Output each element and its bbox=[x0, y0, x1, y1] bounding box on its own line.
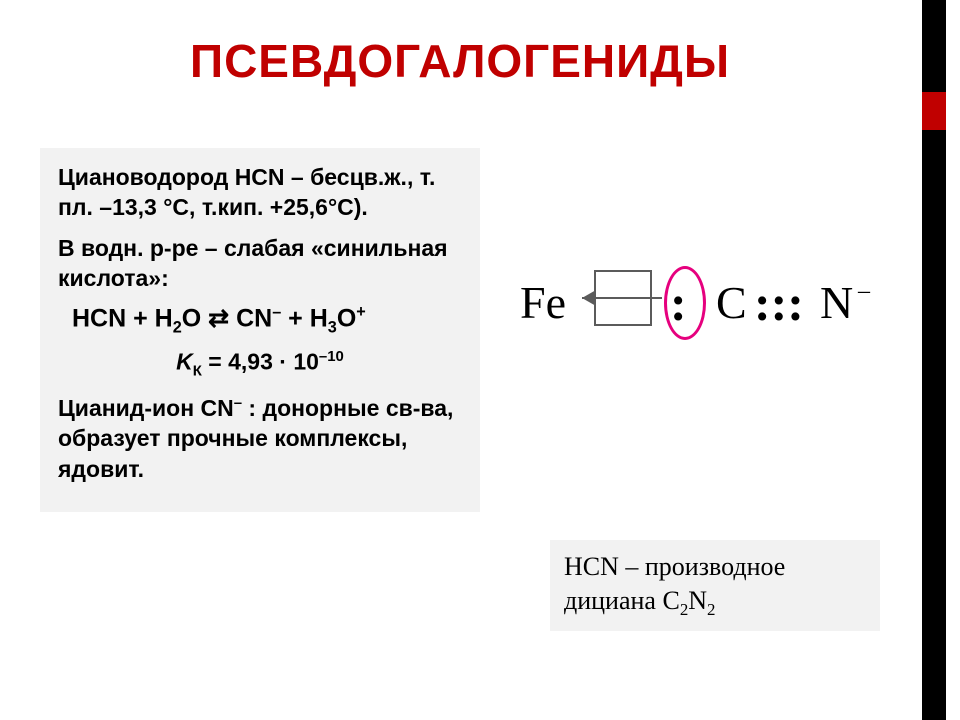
kk-val: = 4,93 · 10 bbox=[202, 348, 319, 374]
note-line2a: дициана C bbox=[564, 586, 680, 615]
sup: –10 bbox=[319, 348, 344, 365]
paragraph-3: Цианид-ион CN– : донорные св-ва, образуе… bbox=[58, 393, 462, 484]
kk-k: K bbox=[176, 348, 193, 374]
note-line2b: N bbox=[688, 586, 707, 615]
equation: HCN + H2O ⇄ CN– + H3O+ bbox=[72, 303, 462, 337]
page-title: ПСЕВДОГАЛОГЕНИДЫ bbox=[0, 34, 920, 88]
carbon-label: C bbox=[716, 276, 747, 329]
sub: 2 bbox=[707, 600, 715, 619]
eq-part: CN bbox=[229, 305, 272, 333]
note-panel: HCN – производное дициана C2N2 bbox=[550, 540, 880, 631]
text: Цианид-ион CN bbox=[58, 395, 234, 421]
sub: К bbox=[193, 362, 202, 379]
text: Циановодород HCN – бесцв.ж., т. пл. –13,… bbox=[58, 164, 435, 220]
eq-part: HCN + H bbox=[72, 305, 173, 333]
eq-part: O bbox=[182, 305, 208, 333]
accent-tick bbox=[922, 92, 946, 130]
paragraph-1: Циановодород HCN – бесцв.ж., т. пл. –13,… bbox=[58, 162, 462, 223]
triple-bond: ::: bbox=[754, 274, 804, 332]
sub: 3 bbox=[328, 319, 337, 337]
sub: 2 bbox=[173, 319, 182, 337]
charge-minus: – bbox=[858, 278, 870, 305]
sup: – bbox=[272, 303, 281, 321]
sup: + bbox=[356, 303, 366, 321]
lonepair: : bbox=[670, 274, 687, 332]
nitrogen-label: N bbox=[820, 276, 853, 329]
fe-label: Fe bbox=[520, 276, 566, 329]
left-panel: Циановодород HCN – бесцв.ж., т. пл. –13,… bbox=[40, 148, 480, 512]
eq-part: + H bbox=[281, 305, 328, 333]
equilibrium-constant: KК = 4,93 · 10–10 bbox=[58, 348, 462, 379]
paragraph-2: В водн. р-ре – слабая «синильная кислота… bbox=[58, 233, 462, 294]
donor-arrow-head bbox=[582, 290, 596, 306]
sub: 2 bbox=[680, 600, 688, 619]
text: В водн. р-ре – слабая «синильная кислота… bbox=[58, 235, 448, 291]
eq-part: O bbox=[337, 305, 356, 333]
eq-arrows: ⇄ bbox=[208, 305, 229, 333]
sup: – bbox=[234, 394, 242, 411]
note-line1: HCN – производное bbox=[564, 552, 785, 581]
